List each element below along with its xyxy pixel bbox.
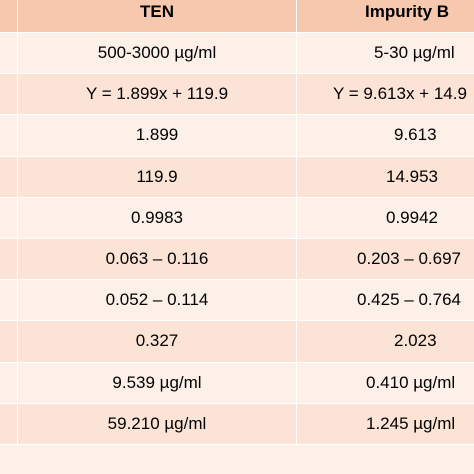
cell-ten: Y = 1.899x + 119.9	[18, 74, 297, 115]
cell-ten: 0.9983	[18, 197, 297, 238]
cell-impurity-b: 9.613	[394, 125, 437, 145]
cell-ten: 9.539 µg/ml	[18, 362, 297, 403]
table-row: 0.052 – 0.114 0.425 – 0.764	[0, 280, 474, 322]
table-row: 119.9 14.953	[0, 156, 474, 198]
cell-ten: 0.052 – 0.114	[18, 280, 297, 321]
row-label-cell	[0, 403, 18, 444]
cell-impurity-b: 14.953	[386, 166, 438, 186]
cell-ten: 0.327	[18, 321, 297, 362]
cell-impurity-b: 0.203 – 0.697	[357, 249, 461, 269]
table-row: 0.327 2.023	[0, 321, 474, 363]
table-row: 59.210 µg/ml 1.245 µg/ml	[0, 403, 474, 445]
cell-ten: 0.063 – 0.116	[18, 238, 297, 280]
row-label-cell	[0, 74, 18, 115]
row-label-cell	[0, 238, 18, 280]
table-row: 9.539 µg/ml 0.410 µg/ml	[0, 362, 474, 404]
header-ten: TEN	[18, 0, 297, 32]
row-label-cell	[0, 321, 18, 362]
cell-ten: 59.210 µg/ml	[18, 403, 297, 444]
cell-ten: 1.899	[18, 115, 297, 156]
cell-ten: 119.9	[18, 156, 297, 197]
table-row: 500-3000 µg/ml 5-30 µg/ml	[0, 33, 474, 75]
cell-ten: 500-3000 µg/ml	[18, 33, 297, 74]
table-row: 0.063 – 0.116 0.203 – 0.697	[0, 238, 474, 281]
table-row: 1.899 9.613	[0, 115, 474, 157]
cell-impurity-b: 0.9942	[386, 207, 438, 227]
header-impurity-b: Impurity B	[365, 1, 450, 21]
cell-impurity-b: 1.245 µg/ml	[366, 413, 456, 433]
table-row: Y = 1.899x + 119.9 Y = 9.613x + 14.9	[0, 74, 474, 116]
row-label-cell	[0, 156, 18, 197]
row-label-cell	[0, 362, 18, 403]
row-label-cell	[0, 280, 18, 321]
cell-impurity-b: 2.023	[394, 331, 437, 351]
cell-impurity-b: 0.410 µg/ml	[366, 372, 456, 392]
row-label-cell	[0, 33, 18, 74]
table-row: 0.9983 0.9942	[0, 197, 474, 239]
row-label-cell	[0, 197, 18, 238]
table-grid: TEN Impurity B 500-3000 µg/ml 5-30 µg/ml…	[0, 0, 474, 445]
cell-impurity-b: Y = 9.613x + 14.9	[333, 84, 467, 104]
cell-impurity-b: 0.425 – 0.764	[357, 290, 461, 310]
row-label-cell	[0, 0, 18, 32]
row-label-cell	[0, 115, 18, 156]
table-header-row: TEN Impurity B	[0, 0, 474, 33]
cell-impurity-b: 5-30 µg/ml	[374, 43, 455, 63]
